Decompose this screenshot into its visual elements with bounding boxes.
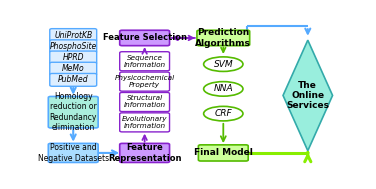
Polygon shape — [283, 40, 332, 151]
Text: Prediction
Algorithms: Prediction Algorithms — [196, 28, 251, 48]
Text: SVM: SVM — [214, 60, 233, 69]
FancyBboxPatch shape — [50, 40, 97, 53]
Text: Sequence
Information: Sequence Information — [124, 55, 166, 68]
FancyBboxPatch shape — [120, 92, 170, 112]
Text: The
Online
Services: The Online Services — [286, 81, 329, 110]
FancyBboxPatch shape — [199, 145, 248, 161]
Text: PubMed: PubMed — [58, 75, 88, 84]
FancyBboxPatch shape — [197, 30, 250, 46]
Text: CRF: CRF — [214, 109, 232, 118]
Text: Physicochemical
Property: Physicochemical Property — [115, 75, 175, 88]
Text: Positive and
Negative Datasets: Positive and Negative Datasets — [38, 143, 109, 163]
FancyBboxPatch shape — [48, 143, 98, 163]
Text: Feature
Representation: Feature Representation — [108, 143, 181, 163]
Text: NNA: NNA — [214, 84, 233, 93]
FancyBboxPatch shape — [120, 143, 170, 163]
FancyBboxPatch shape — [120, 30, 170, 46]
FancyBboxPatch shape — [50, 62, 97, 75]
FancyBboxPatch shape — [48, 96, 98, 128]
Text: Final Model: Final Model — [194, 148, 253, 157]
Ellipse shape — [204, 106, 243, 121]
Text: Structural
Information: Structural Information — [124, 95, 166, 108]
FancyBboxPatch shape — [120, 52, 170, 71]
Ellipse shape — [204, 82, 243, 96]
FancyBboxPatch shape — [50, 51, 97, 64]
FancyBboxPatch shape — [120, 113, 170, 132]
Text: HPRD: HPRD — [62, 53, 84, 62]
FancyBboxPatch shape — [50, 29, 97, 41]
Text: Homology
reduction or
Redundancy
elimination: Homology reduction or Redundancy elimina… — [50, 92, 97, 132]
Text: Evolutionary
Information: Evolutionary Information — [122, 116, 167, 129]
Ellipse shape — [204, 57, 243, 71]
Text: UniProtKB: UniProtKB — [54, 31, 92, 40]
Text: MeMo: MeMo — [62, 64, 85, 73]
FancyBboxPatch shape — [50, 74, 97, 86]
Text: PhosphoSite: PhosphoSite — [50, 42, 97, 51]
FancyBboxPatch shape — [120, 72, 170, 91]
Text: Feature Selection: Feature Selection — [103, 33, 186, 43]
